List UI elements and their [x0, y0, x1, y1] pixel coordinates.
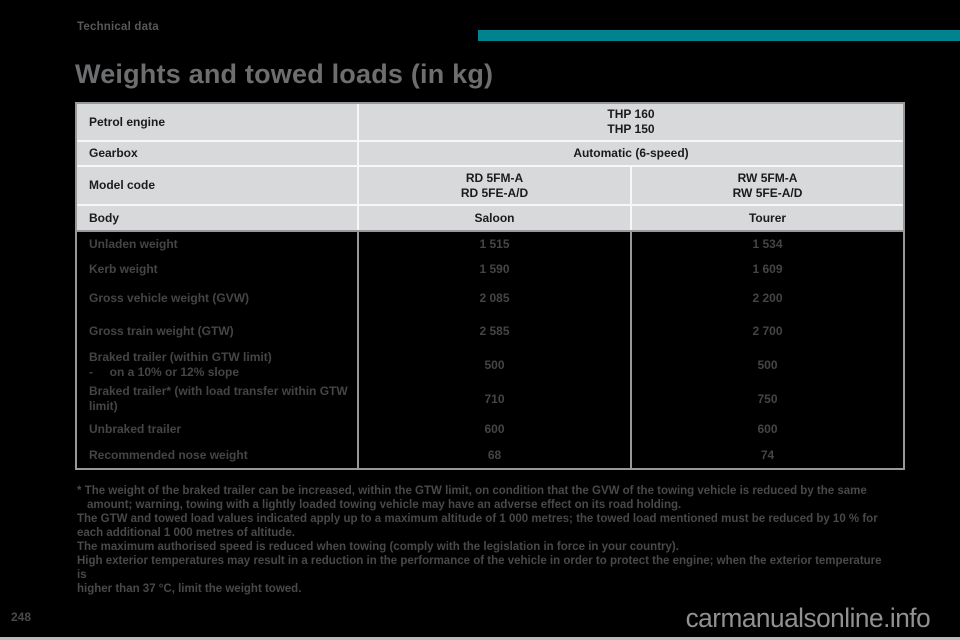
tourer-value: 2 200: [630, 282, 903, 315]
engine-line2: THP 150: [607, 122, 655, 136]
row-label: Gearbox: [89, 146, 138, 160]
footnote-line: * The weight of the braked trailer can b…: [77, 485, 867, 497]
model-code-tourer-line2: RW 5FE-A/D: [732, 185, 803, 200]
footnote-line: higher than 37 °C, limit the weight towe…: [77, 583, 302, 595]
row-label-line2: limit): [89, 399, 118, 413]
footnotes: * The weight of the braked trailer can b…: [77, 484, 887, 596]
row-label: Kerb weight: [89, 262, 158, 276]
row-label: Recommended nose weight: [89, 447, 248, 462]
table-row-body: Body Saloon Tourer: [77, 206, 903, 232]
saloon-value: 68: [357, 442, 630, 468]
accent-bar: [478, 30, 960, 41]
table-row-braked-trailer: Braked trailer (within GTW limit) - on a…: [77, 348, 903, 382]
body-saloon: Saloon: [357, 206, 630, 230]
row-label: Gross train weight (GTW): [89, 324, 234, 338]
row-label: Body: [89, 210, 119, 225]
tourer-value: 600: [630, 416, 903, 442]
engine-line1: THP 160: [607, 107, 655, 121]
tourer-value: 500: [630, 348, 903, 382]
bottom-edge-strip: [0, 637, 960, 640]
page-number: 248: [11, 610, 32, 624]
weights-table: Petrol engine THP 160 THP 150 Gearbox Au…: [75, 102, 905, 470]
table-row-petrol-engine: Petrol engine THP 160 THP 150: [77, 104, 903, 142]
saloon-value: 600: [357, 416, 630, 442]
row-label-line2: - on a 10% or 12% slope: [89, 365, 240, 379]
tourer-value: 1 609: [630, 257, 903, 282]
table-row-model-code: Model code RD 5FM-A RD 5FE-A/D RW 5FM-A …: [77, 167, 903, 206]
row-label: Petrol engine: [89, 114, 166, 129]
row-label: Braked trailer (within GTW limit) - on a…: [77, 348, 357, 382]
table-row-gearbox: Gearbox Automatic (6-speed): [77, 142, 903, 167]
tourer-value: 1 534: [630, 232, 903, 257]
tourer-value: 2 700: [630, 315, 903, 348]
row-label: Gross vehicle weight (GVW): [89, 291, 250, 305]
model-code-saloon-line1: RD 5FM-A: [465, 170, 524, 185]
table-row-gvw: Gross vehicle weight (GVW) 2 085 2 200: [77, 282, 903, 315]
model-code-saloon-line2: RD 5FE-A/D: [460, 185, 529, 200]
saloon-value: 500: [357, 348, 630, 382]
row-label: Unbraked trailer: [89, 421, 182, 436]
footnote-line: High exterior temperatures may result in…: [77, 555, 882, 581]
saloon-value: 2 585: [357, 315, 630, 348]
table-row-nose-weight: Recommended nose weight 68 74: [77, 442, 903, 468]
saloon-value: 710: [357, 382, 630, 416]
saloon-value: 1 590: [357, 257, 630, 282]
model-code-saloon: RD 5FM-A RD 5FE-A/D: [357, 167, 630, 204]
row-label-line1: Braked trailer* (with load transfer with…: [89, 384, 348, 398]
table-row-braked-trailer-load-transfer: Braked trailer* (with load transfer with…: [77, 382, 903, 416]
page-title: Weights and towed loads (in kg): [75, 59, 494, 89]
saloon-value: 2 085: [357, 282, 630, 315]
tourer-value: 750: [630, 382, 903, 416]
saloon-value: 1 515: [357, 232, 630, 257]
row-label: Braked trailer* (with load transfer with…: [77, 382, 357, 416]
tourer-value: 74: [630, 442, 903, 468]
watermark-link[interactable]: carmanualsonline.info: [685, 603, 930, 633]
table-row-kerb-weight: Kerb weight 1 590 1 609: [77, 257, 903, 282]
gearbox-value: Automatic (6-speed): [357, 142, 903, 165]
footnote-line: amount; warning, towing with a lightly l…: [87, 499, 682, 511]
footnote-line: each additional 1 000 metres of altitude…: [77, 527, 295, 539]
table-row-unladen-weight: Unladen weight 1 515 1 534: [77, 232, 903, 257]
footnote-line: The GTW and towed load values indicated …: [77, 513, 878, 525]
row-label: Model code: [89, 178, 156, 192]
section-label: Technical data: [77, 21, 159, 33]
body-tourer: Tourer: [630, 206, 903, 230]
petrol-engine-value: THP 160 THP 150: [357, 104, 903, 140]
row-label-line1: Braked trailer (within GTW limit): [89, 350, 272, 364]
table-row-unbraked-trailer: Unbraked trailer 600 600: [77, 416, 903, 442]
footnote-line: The maximum authorised speed is reduced …: [77, 541, 679, 553]
table-row-gtw: Gross train weight (GTW) 2 585 2 700: [77, 315, 903, 348]
model-code-tourer-line1: RW 5FM-A: [737, 170, 798, 185]
row-label: Unladen weight: [89, 237, 178, 251]
model-code-tourer: RW 5FM-A RW 5FE-A/D: [630, 167, 903, 204]
